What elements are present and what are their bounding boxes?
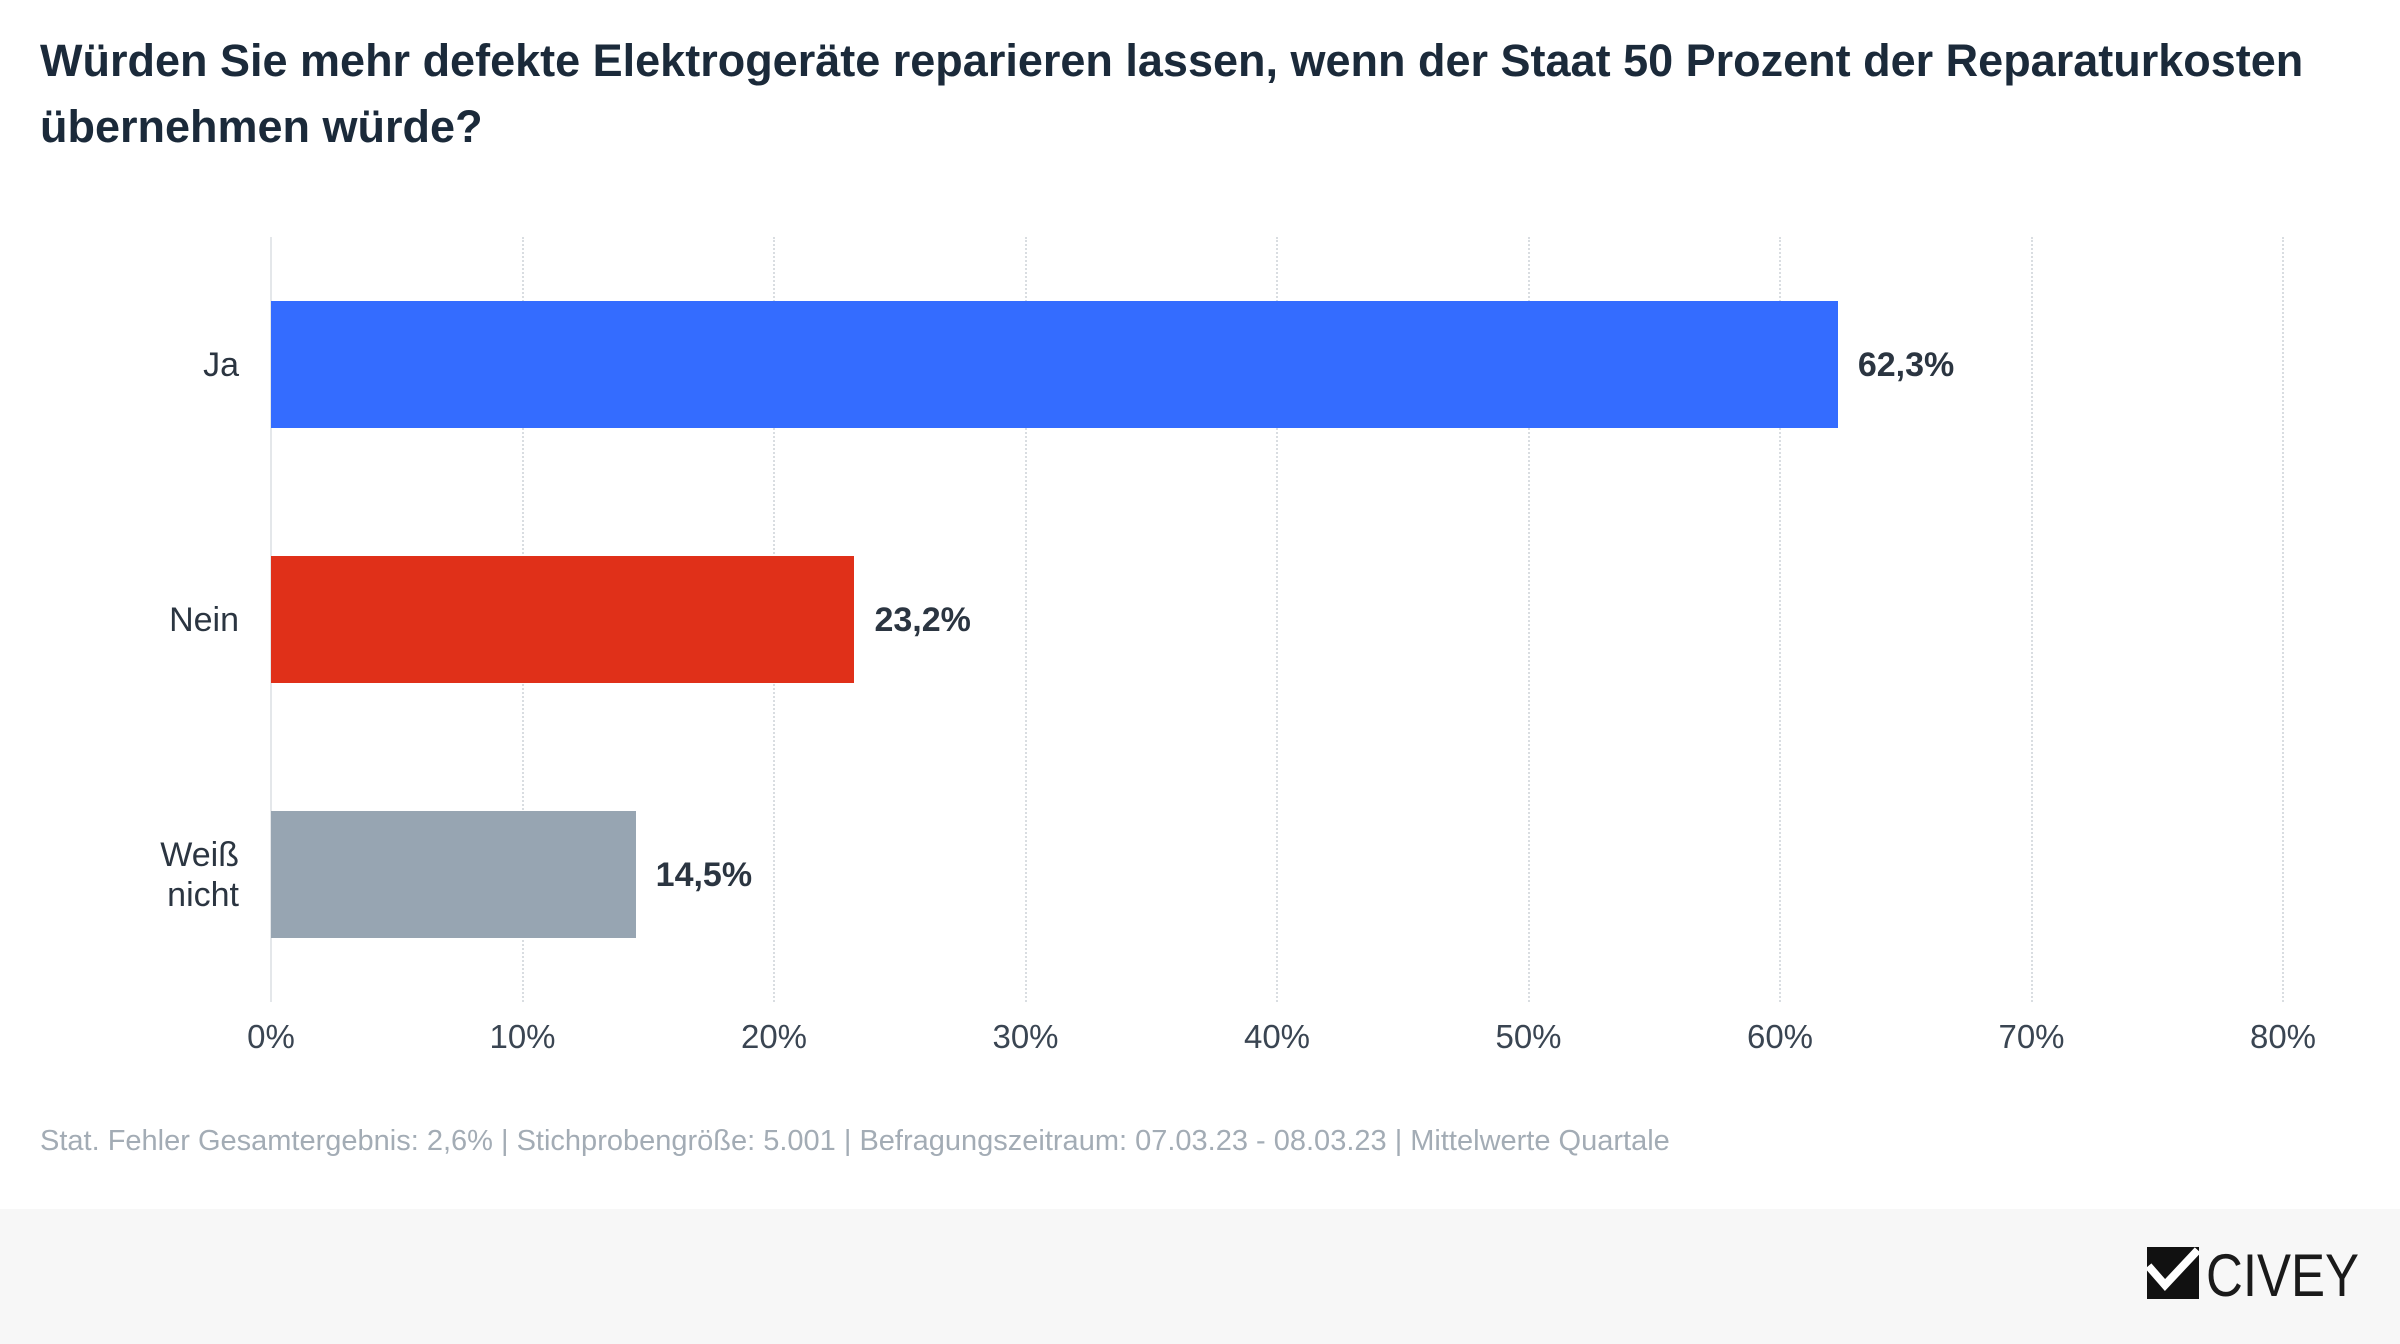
x-tick-label: 60%: [1746, 1018, 1814, 1055]
category-label-weiss-nicht: Weiß nicht: [160, 835, 239, 914]
value-label-ja: 62,3%: [1857, 345, 1955, 384]
value-label-weiss-nicht: 14,5%: [655, 855, 753, 894]
x-tick-label: 10%: [489, 1018, 556, 1055]
x-tick-label: 30%: [992, 1018, 1059, 1055]
x-tick-label: 40%: [1243, 1018, 1311, 1055]
horizontal-bar-chart: 0% 10% 20% 30% 40% 50% 60% 70% 80% Ja 62,3% Nein 23,…: [160, 237, 2317, 1055]
x-tick-label: 50%: [1495, 1018, 1562, 1055]
civey-logo-text: CIVEY: [2206, 1242, 2360, 1309]
footer-band: [0, 1209, 2400, 1344]
value-label-nein: 23,2%: [874, 600, 971, 639]
gridline: [1779, 237, 1781, 1002]
gridline: [1276, 237, 1278, 1002]
bar-ja: [271, 300, 1838, 429]
x-tick-label: 20%: [740, 1018, 808, 1055]
gridline: [1024, 237, 1027, 1002]
chart-title: Würden Sie mehr defekte Elektrogeräte re…: [40, 35, 2304, 152]
x-tick-label: 80%: [2249, 1018, 2317, 1055]
gridline: [2030, 237, 2033, 1002]
category-label-ja: Ja: [203, 345, 239, 384]
category-label-nein: Nein: [169, 600, 239, 639]
bar-weiss-nicht: [271, 810, 636, 939]
x-tick-label: 70%: [1998, 1018, 2065, 1055]
bar-nein: [271, 555, 855, 684]
gridline: [2282, 237, 2284, 1002]
gridline: [1527, 237, 1530, 1002]
x-tick-label: 0%: [247, 1018, 295, 1055]
civey-check-icon: [2147, 1247, 2199, 1299]
survey-footnote: Stat. Fehler Gesamtergebnis: 2,6% | Stic…: [40, 1125, 1670, 1157]
